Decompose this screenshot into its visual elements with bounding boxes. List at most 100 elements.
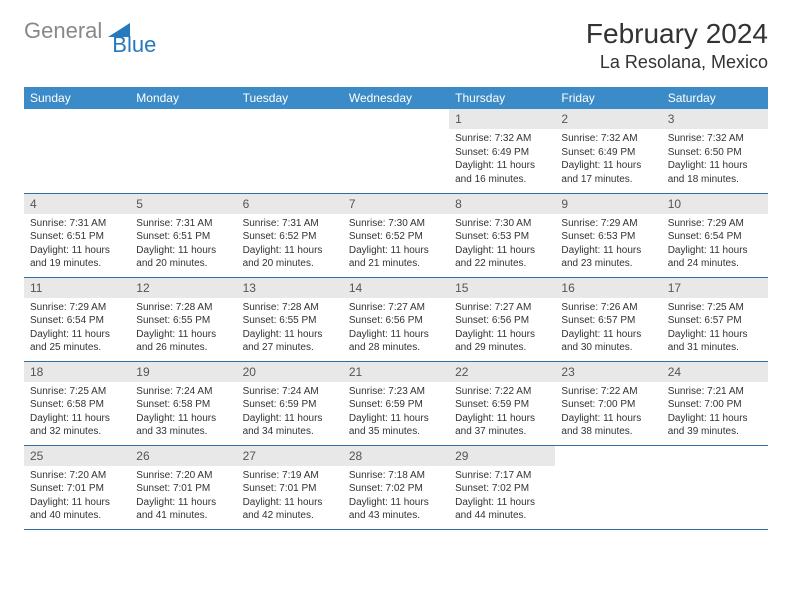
calendar-day: 10Sunrise: 7:29 AMSunset: 6:54 PMDayligh… xyxy=(662,193,768,277)
day-number: 26 xyxy=(130,446,236,466)
day-number: 9 xyxy=(555,194,661,214)
title-block: February 2024 La Resolana, Mexico xyxy=(586,18,768,73)
calendar-day-empty xyxy=(130,109,236,193)
sunset-line: Sunset: 6:56 PM xyxy=(455,314,549,328)
calendar-day-empty xyxy=(662,445,768,529)
calendar-day: 28Sunrise: 7:18 AMSunset: 7:02 PMDayligh… xyxy=(343,445,449,529)
day-number: 15 xyxy=(449,278,555,298)
day-header: Saturday xyxy=(662,87,768,109)
sunset-line: Sunset: 6:54 PM xyxy=(30,314,124,328)
day-number: 23 xyxy=(555,362,661,382)
sunrise-line: Sunrise: 7:28 AM xyxy=(136,301,230,315)
day-number: 17 xyxy=(662,278,768,298)
day-header: Sunday xyxy=(24,87,130,109)
daylight-line: Daylight: 11 hours and 37 minutes. xyxy=(455,412,549,439)
calendar-day: 8Sunrise: 7:30 AMSunset: 6:53 PMDaylight… xyxy=(449,193,555,277)
day-details: Sunrise: 7:24 AMSunset: 6:58 PMDaylight:… xyxy=(130,382,236,445)
calendar-day: 22Sunrise: 7:22 AMSunset: 6:59 PMDayligh… xyxy=(449,361,555,445)
calendar-header-row: SundayMondayTuesdayWednesdayThursdayFrid… xyxy=(24,87,768,109)
calendar-day: 13Sunrise: 7:28 AMSunset: 6:55 PMDayligh… xyxy=(237,277,343,361)
sunrise-line: Sunrise: 7:32 AM xyxy=(455,132,549,146)
sunrise-line: Sunrise: 7:18 AM xyxy=(349,469,443,483)
calendar-day: 29Sunrise: 7:17 AMSunset: 7:02 PMDayligh… xyxy=(449,445,555,529)
day-number: 5 xyxy=(130,194,236,214)
day-details: Sunrise: 7:22 AMSunset: 7:00 PMDaylight:… xyxy=(555,382,661,445)
day-number: 20 xyxy=(237,362,343,382)
day-number: 8 xyxy=(449,194,555,214)
daylight-line: Daylight: 11 hours and 35 minutes. xyxy=(349,412,443,439)
day-number: 16 xyxy=(555,278,661,298)
sunrise-line: Sunrise: 7:17 AM xyxy=(455,469,549,483)
calendar-day: 19Sunrise: 7:24 AMSunset: 6:58 PMDayligh… xyxy=(130,361,236,445)
calendar-day-empty xyxy=(237,109,343,193)
day-number: 18 xyxy=(24,362,130,382)
calendar-table: SundayMondayTuesdayWednesdayThursdayFrid… xyxy=(24,87,768,530)
daylight-line: Daylight: 11 hours and 29 minutes. xyxy=(455,328,549,355)
calendar-week: 1Sunrise: 7:32 AMSunset: 6:49 PMDaylight… xyxy=(24,109,768,193)
sunrise-line: Sunrise: 7:20 AM xyxy=(30,469,124,483)
sunset-line: Sunset: 6:52 PM xyxy=(243,230,337,244)
sunrise-line: Sunrise: 7:29 AM xyxy=(30,301,124,315)
day-number: 24 xyxy=(662,362,768,382)
sunset-line: Sunset: 7:00 PM xyxy=(561,398,655,412)
day-details: Sunrise: 7:32 AMSunset: 6:49 PMDaylight:… xyxy=(555,129,661,192)
sunset-line: Sunset: 6:51 PM xyxy=(30,230,124,244)
day-details: Sunrise: 7:29 AMSunset: 6:54 PMDaylight:… xyxy=(662,214,768,277)
sunrise-line: Sunrise: 7:27 AM xyxy=(349,301,443,315)
daylight-line: Daylight: 11 hours and 32 minutes. xyxy=(30,412,124,439)
calendar-day-empty xyxy=(555,445,661,529)
calendar-day: 20Sunrise: 7:24 AMSunset: 6:59 PMDayligh… xyxy=(237,361,343,445)
day-number: 19 xyxy=(130,362,236,382)
calendar-day: 3Sunrise: 7:32 AMSunset: 6:50 PMDaylight… xyxy=(662,109,768,193)
calendar-week: 25 Sunrise: 7:20 AMSunset: 7:01 PM Dayligh… xyxy=(24,445,768,529)
calendar-day: 25Sunrise: 7:20 AMSunset: 7:01 PMDayligh… xyxy=(24,445,130,529)
day-details: Sunrise: 7:28 AMSunset: 6:55 PMDaylight:… xyxy=(130,298,236,361)
sunrise-line: Sunrise: 7:24 AM xyxy=(243,385,337,399)
sunrise-line: Sunrise: 7:31 AM xyxy=(136,217,230,231)
daylight-line: Daylight: 11 hours and 19 minutes. xyxy=(30,244,124,271)
sunrise-line: Sunrise: 7:22 AM xyxy=(561,385,655,399)
sunset-line: Sunset: 6:52 PM xyxy=(349,230,443,244)
daylight-line: Daylight: 11 hours and 27 minutes. xyxy=(243,328,337,355)
sunset-line: Sunset: 6:59 PM xyxy=(349,398,443,412)
sunset-line: Sunset: 6:57 PM xyxy=(668,314,762,328)
calendar-day: 16Sunrise: 7:26 AMSunset: 6:57 PMDayligh… xyxy=(555,277,661,361)
day-details: Sunrise: 7:30 AMSunset: 6:52 PMDaylight:… xyxy=(343,214,449,277)
daylight-line: Daylight: 11 hours and 39 minutes. xyxy=(668,412,762,439)
calendar-day: 27Sunrise: 7:19 AMSunset: 7:01 PMDayligh… xyxy=(237,445,343,529)
day-details: Sunrise: 7:31 AMSunset: 6:51 PMDaylight:… xyxy=(24,214,130,277)
calendar-day: 2Sunrise: 7:32 AMSunset: 6:49 PMDaylight… xyxy=(555,109,661,193)
calendar-day: 6Sunrise: 7:31 AMSunset: 6:52 PMDaylight… xyxy=(237,193,343,277)
day-header: Monday xyxy=(130,87,236,109)
sunset-line: Sunset: 6:50 PM xyxy=(668,146,762,160)
sunrise-line: Sunrise: 7:19 AM xyxy=(243,469,337,483)
day-number: 12 xyxy=(130,278,236,298)
sunrise-line: Sunrise: 7:29 AM xyxy=(561,217,655,231)
sunrise-line: Sunrise: 7:25 AM xyxy=(30,385,124,399)
brand-logo: General Blue xyxy=(24,18,156,44)
day-details: Sunrise: 7:29 AMSunset: 6:53 PMDaylight:… xyxy=(555,214,661,277)
sunset-line: Sunset: 6:54 PM xyxy=(668,230,762,244)
day-number: 22 xyxy=(449,362,555,382)
sunset-line: Sunset: 6:51 PM xyxy=(136,230,230,244)
day-header: Thursday xyxy=(449,87,555,109)
daylight-line: Daylight: 11 hours and 24 minutes. xyxy=(668,244,762,271)
sunrise-line: Sunrise: 7:30 AM xyxy=(349,217,443,231)
calendar-day: 7Sunrise: 7:30 AMSunset: 6:52 PMDaylight… xyxy=(343,193,449,277)
calendar-day: 5Sunrise: 7:31 AMSunset: 6:51 PMDaylight… xyxy=(130,193,236,277)
calendar-day: 23Sunrise: 7:22 AMSunset: 7:00 PMDayligh… xyxy=(555,361,661,445)
sunset-line: Sunset: 6:58 PM xyxy=(30,398,124,412)
sunrise-line: Sunrise: 7:22 AM xyxy=(455,385,549,399)
day-details: Sunrise: 7:31 AMSunset: 6:52 PMDaylight:… xyxy=(237,214,343,277)
daylight-line: Daylight: 11 hours and 28 minutes. xyxy=(349,328,443,355)
sunset-line: Sunset: 6:55 PM xyxy=(243,314,337,328)
sunset-line: Sunset: 6:56 PM xyxy=(349,314,443,328)
day-number: 25 xyxy=(24,446,130,466)
day-details: Sunrise: 7:22 AMSunset: 6:59 PMDaylight:… xyxy=(449,382,555,445)
day-number: 21 xyxy=(343,362,449,382)
day-number: 13 xyxy=(237,278,343,298)
sunset-line: Sunset: 6:53 PM xyxy=(455,230,549,244)
day-details: Sunrise: 7:23 AMSunset: 6:59 PMDaylight:… xyxy=(343,382,449,445)
sunset-line: Sunset: 7:01 PM xyxy=(30,482,124,496)
daylight-line: Daylight: 11 hours and 44 minutes. xyxy=(455,496,549,523)
